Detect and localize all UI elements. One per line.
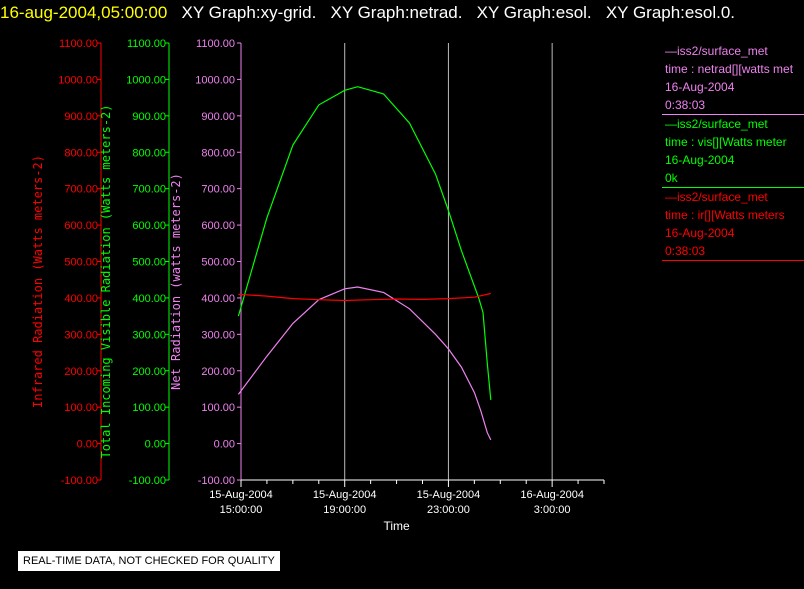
legend-entry-netrad: —iss2/surface_met time : netrad[][watts … xyxy=(662,42,804,115)
legend-source: —iss2/surface_met xyxy=(665,190,768,204)
header-bar: 16-aug-2004,05:00:00 XY Graph:xy-grid. X… xyxy=(0,0,804,26)
series-line xyxy=(237,286,492,441)
y-tick-label: 400.00 xyxy=(64,293,98,305)
legend-entry-ir: —iss2/surface_met time : ir[][Watts mete… xyxy=(662,188,804,261)
x-tick-label-date: 15-Aug-2004 xyxy=(313,489,377,501)
y-tick-label: 800.00 xyxy=(132,147,166,159)
header-graph-4: XY Graph:esol.0. xyxy=(605,3,735,22)
y-tick-label: 700.00 xyxy=(64,184,98,196)
x-tick-label-date: 15-Aug-2004 xyxy=(417,489,481,501)
y-tick-label: 1100.00 xyxy=(127,38,166,50)
y-tick-label: 400.00 xyxy=(201,293,235,305)
y-tick-label: 300.00 xyxy=(201,329,235,341)
legend-field: time : netrad[][watts met xyxy=(665,62,794,76)
x-tick-label-time: 3:00:00 xyxy=(534,504,571,516)
y-tick-label: 500.00 xyxy=(201,257,235,269)
y-tick-label: -100.00 xyxy=(129,475,166,487)
legend-date: 16-Aug-2004 xyxy=(665,80,735,94)
y-tick-label: 300.00 xyxy=(132,329,166,341)
y-tick-label: 600.00 xyxy=(201,220,235,232)
y-tick-label: 100.00 xyxy=(64,402,98,414)
legend-time: 0:38:03 xyxy=(665,244,706,258)
y-tick-label: 800.00 xyxy=(201,147,235,159)
legend-field: time : ir[][Watts meters xyxy=(665,208,785,222)
legend-source: —iss2/surface_met xyxy=(665,117,768,131)
legend-time: 0:38:03 xyxy=(665,98,706,112)
y-tick-label: 200.00 xyxy=(64,366,98,378)
header-graph-3: XY Graph:esol. xyxy=(476,3,592,22)
y-tick-label: 700.00 xyxy=(132,184,166,196)
y-tick-label: 1000.00 xyxy=(126,74,166,86)
y-tick-label: 500.00 xyxy=(64,257,98,269)
y-tick-label: 200.00 xyxy=(132,366,166,378)
y-tick-label: 600.00 xyxy=(64,220,98,232)
y-axis-title: Total Incoming Visible Radiation (Watts … xyxy=(99,104,113,458)
y-tick-label: 0.00 xyxy=(77,439,98,451)
legend-field: time : vis[][Watts meter xyxy=(665,135,787,149)
y-tick-label: 1000.00 xyxy=(195,74,235,86)
legend-date: 16-Aug-2004 xyxy=(665,226,735,240)
x-tick-label-date: 15-Aug-2004 xyxy=(209,489,273,501)
y-tick-label: 500.00 xyxy=(132,257,166,269)
y-axis-title: Infrared Radiation (Watts meters-2) xyxy=(31,155,45,408)
header-timestamp: 16-aug-2004,05:00:00 xyxy=(0,3,168,22)
y-tick-label: 900.00 xyxy=(64,111,98,123)
y-tick-label: 300.00 xyxy=(64,329,98,341)
quality-disclaimer: REAL-TIME DATA, NOT CHECKED FOR QUALITY xyxy=(18,551,280,571)
y-tick-label: -100.00 xyxy=(198,475,235,487)
legend-date: 16-Aug-2004 xyxy=(665,153,735,167)
y-axis-title: Net Radiation (watts meters-2) xyxy=(169,173,183,390)
header-graph-1: XY Graph:xy-grid. xyxy=(181,3,317,22)
y-tick-label: 100.00 xyxy=(201,402,235,414)
y-tick-label: 900.00 xyxy=(132,111,166,123)
y-tick-label: 400.00 xyxy=(132,293,166,305)
x-tick-label-time: 15:00:00 xyxy=(220,504,263,516)
y-tick-label: 0.00 xyxy=(214,439,235,451)
y-tick-label: 200.00 xyxy=(201,366,235,378)
legend-entry-vis: —iss2/surface_met time : vis[][Watts met… xyxy=(662,115,804,188)
series-line xyxy=(238,292,491,302)
y-tick-label: -100.00 xyxy=(61,475,98,487)
y-tick-label: 0.00 xyxy=(145,439,166,451)
y-tick-label: 900.00 xyxy=(201,111,235,123)
x-axis-title: Time xyxy=(383,519,410,533)
y-tick-label: 700.00 xyxy=(201,184,235,196)
legend-time: 0k xyxy=(665,171,678,185)
legend: —iss2/surface_met time : netrad[][watts … xyxy=(662,42,804,261)
x-tick-label-time: 19:00:00 xyxy=(323,504,366,516)
legend-source: —iss2/surface_met xyxy=(665,44,768,58)
x-tick-label-date: 16-Aug-2004 xyxy=(520,489,584,501)
y-tick-label: 100.00 xyxy=(132,402,166,414)
y-tick-label: 600.00 xyxy=(132,220,166,232)
header-graph-2: XY Graph:netrad. xyxy=(330,3,463,22)
y-tick-label: 1000.00 xyxy=(58,74,98,86)
y-tick-label: 1100.00 xyxy=(196,38,235,50)
x-tick-label-time: 23:00:00 xyxy=(427,504,470,516)
y-tick-label: 1100.00 xyxy=(59,38,98,50)
y-tick-label: 800.00 xyxy=(64,147,98,159)
series-line xyxy=(237,86,492,400)
